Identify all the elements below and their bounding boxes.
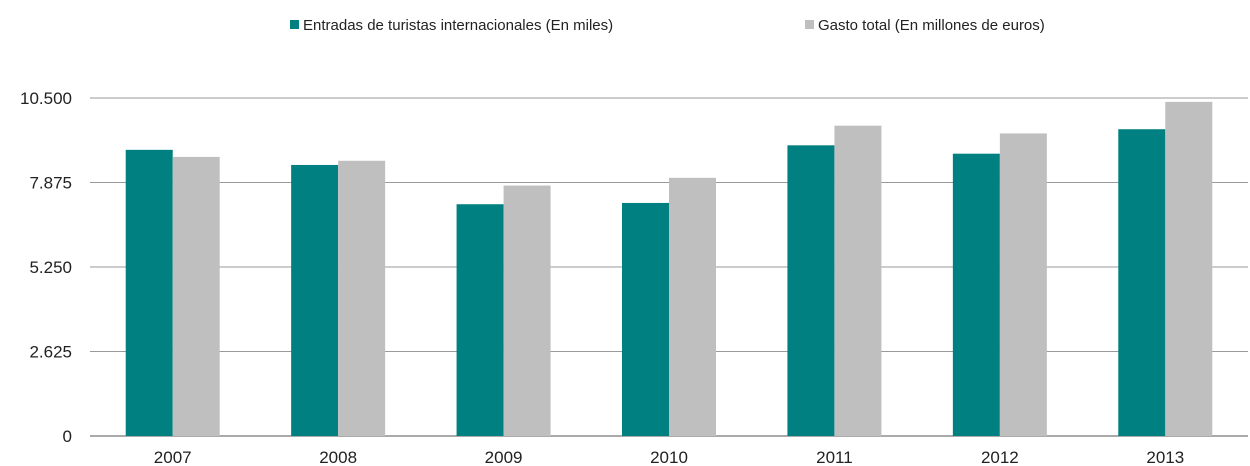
legend-label: Gasto total (En millones de euros)	[818, 17, 1045, 34]
bar-entradas-2013	[1118, 129, 1166, 436]
x-tick-label: 2009	[485, 448, 523, 466]
legend-swatch	[290, 20, 299, 29]
bar-entradas-2010	[622, 202, 669, 436]
legend: Entradas de turistas internacionales (En…	[290, 17, 1045, 34]
y-tick-label: 7.875	[29, 174, 72, 193]
x-tick-label: 2008	[319, 448, 357, 466]
x-axis-ticks: 2007 2008 2009 2010 2011 2012 2013	[154, 448, 1184, 466]
x-tick-label: 2010	[650, 448, 688, 466]
bar-gasto-2008	[338, 160, 386, 436]
bar-gasto-2013	[1165, 101, 1213, 436]
bars	[125, 101, 1213, 437]
y-axis-ticks: 0 2.625 5.250 7.875 10.500	[20, 89, 72, 446]
x-tick-label: 2013	[1146, 448, 1184, 466]
y-tick-label: 0	[63, 427, 72, 446]
y-tick-label: 5.250	[29, 258, 72, 277]
x-tick-label: 2007	[154, 448, 192, 466]
y-tick-label: 10.500	[20, 89, 72, 108]
bar-gasto-2011	[834, 125, 882, 436]
legend-swatch	[805, 20, 814, 29]
y-tick-label: 2.625	[29, 343, 72, 362]
bar-gasto-2010	[669, 177, 716, 436]
bar-entradas-2008	[291, 164, 339, 437]
bar-gasto-2007	[172, 156, 220, 436]
bar-entradas-2007	[125, 149, 173, 436]
x-tick-label: 2011	[816, 448, 853, 466]
bar-gasto-2012	[999, 133, 1047, 436]
x-tick-label: 2012	[981, 448, 1019, 466]
bar-gasto-2009	[503, 185, 551, 436]
bar-entradas-2009	[456, 204, 504, 436]
bar-entradas-2011	[787, 145, 835, 436]
bar-entradas-2012	[952, 153, 1000, 437]
legend-label: Entradas de turistas internacionales (En…	[303, 17, 613, 34]
